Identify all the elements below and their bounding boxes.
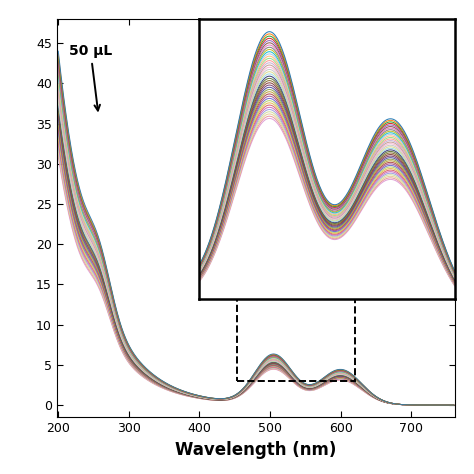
Text: 50 μL: 50 μL [69, 44, 112, 110]
Bar [237, 296, 355, 381]
X-axis label: Wavelength (nm): Wavelength (nm) [175, 440, 337, 458]
